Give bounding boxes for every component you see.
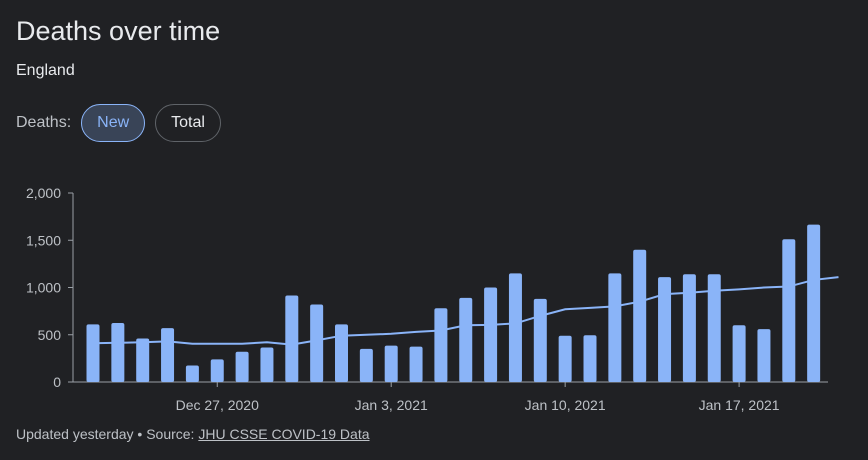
bar: [359, 348, 373, 382]
average-line: [92, 276, 839, 346]
bar: [682, 274, 696, 382]
bar: [210, 359, 224, 382]
bar: [161, 328, 175, 382]
toggle-label: Deaths:: [16, 114, 72, 131]
bar: [608, 273, 622, 382]
bar: [86, 324, 100, 382]
bar: [732, 325, 746, 382]
bar: [807, 224, 821, 382]
bar: [384, 345, 398, 382]
bar: [285, 295, 299, 382]
bar: [459, 297, 473, 382]
x-tick-label: Dec 27, 2020: [176, 397, 259, 413]
y-tick-label: 500: [38, 327, 62, 343]
new-chip[interactable]: New: [81, 104, 146, 142]
bar: [235, 351, 249, 382]
bar: [707, 274, 721, 382]
bar: [633, 249, 647, 382]
bar: [782, 239, 796, 382]
deaths-toggle: Deaths: New Total: [16, 104, 231, 142]
bar: [484, 287, 498, 382]
deaths-chart: 0 500 1,000 1,500 2,000 Dec 27, 2020 Jan 3, 20…: [26, 185, 839, 413]
x-tick-label: Jan 10, 2021: [525, 397, 606, 413]
total-chip[interactable]: Total: [155, 104, 221, 142]
bar: [757, 329, 771, 382]
y-tick-label: 0: [53, 374, 61, 390]
location-subtitle: England: [16, 62, 75, 79]
source-link[interactable]: JHU CSSE COVID-19 Data: [198, 426, 370, 442]
bar: [409, 346, 423, 382]
bar: [658, 277, 672, 382]
bar: [260, 347, 274, 382]
bar: [508, 273, 522, 382]
y-tick-label: 1,000: [26, 280, 61, 296]
bar: [136, 338, 150, 382]
bar: [111, 322, 125, 382]
x-tick-label: Jan 3, 2021: [355, 397, 428, 413]
bar: [434, 308, 448, 382]
bar: [335, 324, 348, 382]
bar: [533, 298, 547, 382]
footer: Updated yesterday • Source: JHU CSSE COV…: [16, 426, 370, 442]
bar: [185, 365, 199, 382]
y-tick-label: 2,000: [26, 185, 61, 201]
bar: [558, 335, 572, 382]
bar: [583, 335, 597, 382]
footer-updated: Updated yesterday • Source:: [16, 426, 199, 442]
page-title: Deaths over time: [16, 16, 221, 46]
y-tick-label: 1,500: [26, 232, 61, 248]
x-tick-label: Jan 17, 2021: [699, 397, 780, 413]
bar: [310, 304, 324, 382]
